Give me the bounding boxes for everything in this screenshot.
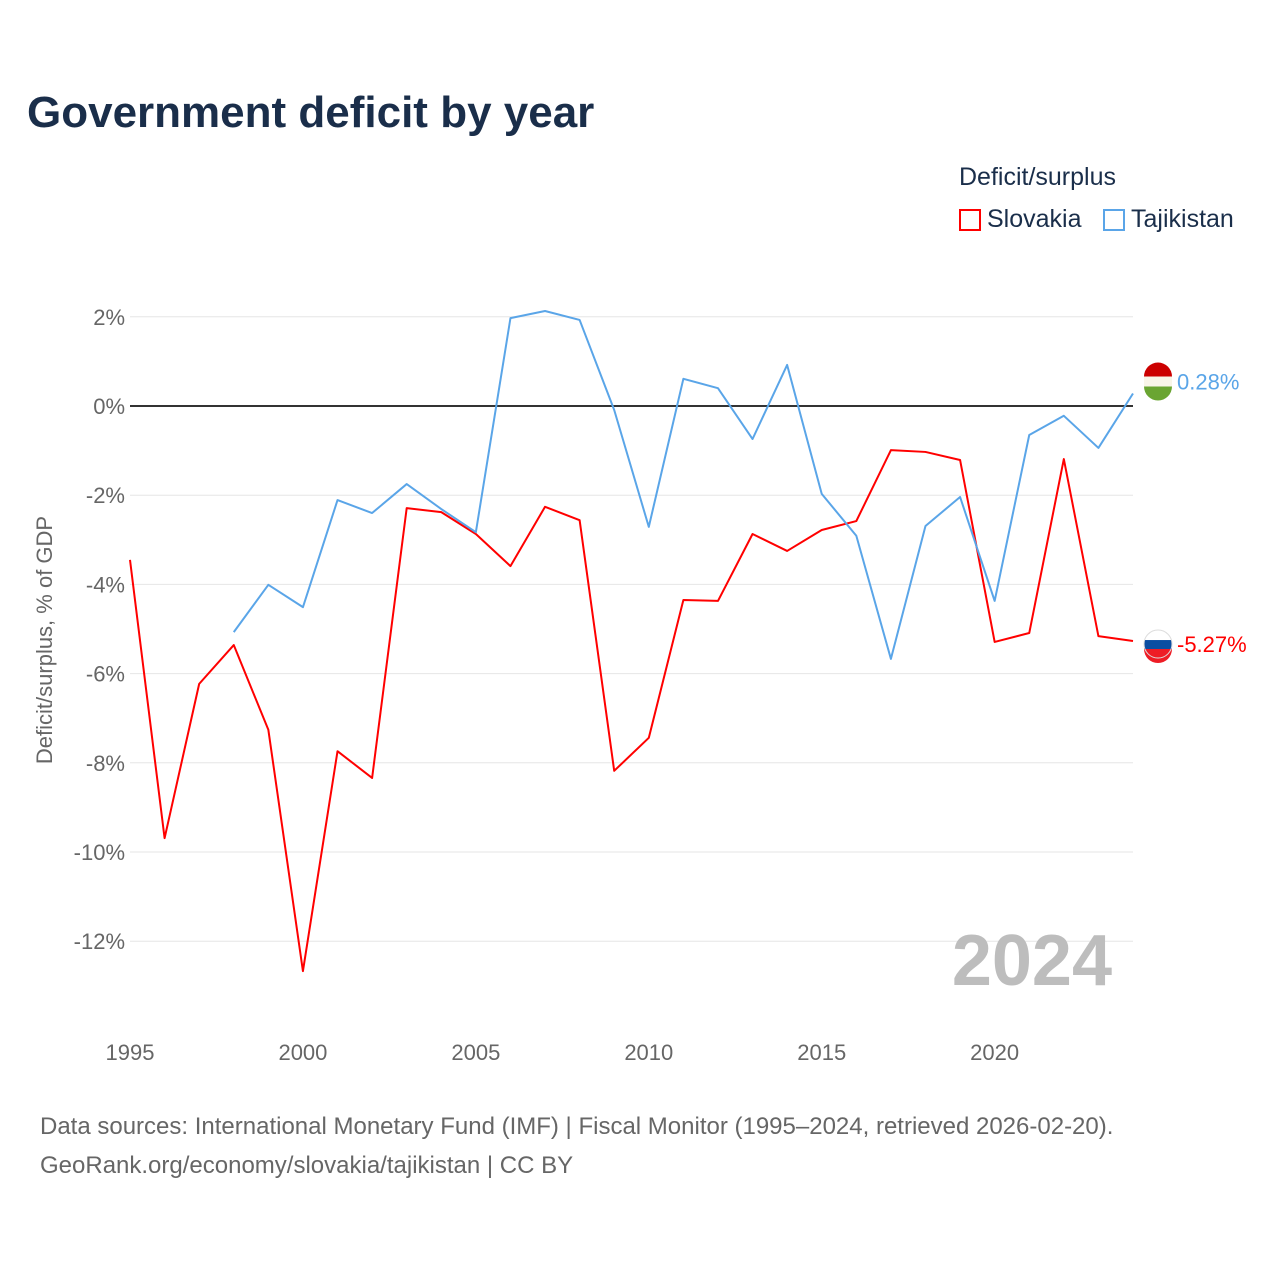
y-tick-label: -10% xyxy=(74,840,125,865)
x-tick-label: 2005 xyxy=(451,1040,500,1065)
y-tick-label: -6% xyxy=(86,662,125,687)
y-tick-label: -2% xyxy=(86,483,125,508)
flag-stripe xyxy=(1144,640,1172,650)
y-tick-label: 2% xyxy=(93,305,125,330)
flag-stripe xyxy=(1144,649,1172,664)
flag-stripe xyxy=(1144,386,1172,401)
flag-border xyxy=(1143,629,1173,659)
x-tick-label: 2015 xyxy=(797,1040,846,1065)
x-tick-label: 2010 xyxy=(624,1040,673,1065)
legend-item-tajikistan[interactable]: Tajikistan xyxy=(1103,205,1234,234)
legend-swatch-tajikistan xyxy=(1103,208,1125,231)
x-tick-label: 1995 xyxy=(106,1040,155,1065)
y-axis-label: Deficit/surplus, % of GDP xyxy=(32,516,57,764)
series-line-slovakia xyxy=(129,449,1134,973)
series-line-tajikistan xyxy=(232,310,1134,660)
legend-label: Tajikistan xyxy=(1131,205,1234,233)
y-tick-label: -8% xyxy=(86,751,125,776)
x-tick-label: 2020 xyxy=(970,1040,1019,1065)
y-tick-label: 0% xyxy=(93,394,125,419)
chart-title: Government deficit by year xyxy=(27,88,595,137)
source-line: Data sources: International Monetary Fun… xyxy=(40,1113,1114,1140)
legend-swatch-slovakia xyxy=(959,208,981,231)
flag-stripe xyxy=(1144,376,1172,387)
plot-area: 2% 0% -2% -4% -6% -8% -10% -12% 1995 2000 2005 2010… xyxy=(32,305,1247,1065)
source-note: Data sources: International Monetary Fun… xyxy=(40,1107,1113,1185)
end-value-label: 0.28% xyxy=(1177,370,1239,395)
legend-item-slovakia[interactable]: Slovakia xyxy=(959,205,1082,234)
x-tick-label: 2000 xyxy=(278,1040,327,1065)
end-value-label: -5.27% xyxy=(1177,632,1247,657)
y-tick-label: -4% xyxy=(86,572,125,597)
y-tick-label: -12% xyxy=(74,929,125,954)
legend-title: Deficit/surplus xyxy=(959,163,1116,191)
tajikistan-flag-icon xyxy=(1144,362,1172,377)
legend-label: Slovakia xyxy=(987,205,1082,233)
year-watermark: 2024 xyxy=(952,921,1112,1001)
source-link[interactable]: GeoRank.org/economy/slovakia/tajikistan … xyxy=(40,1152,574,1179)
